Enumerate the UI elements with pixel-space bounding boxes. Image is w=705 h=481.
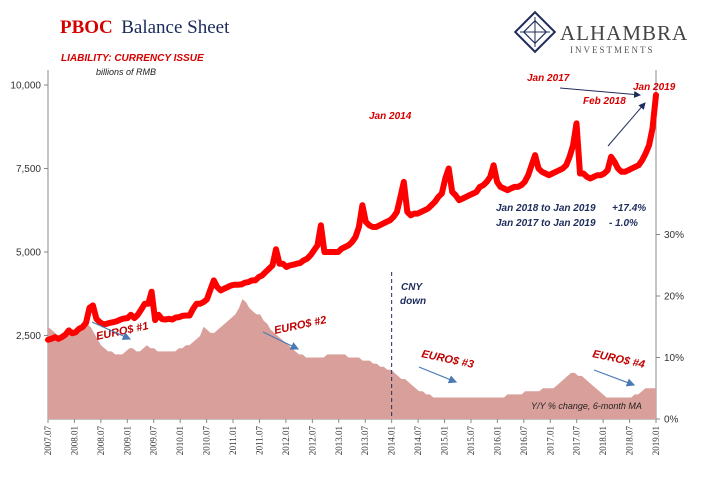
- y-right-tick-label: 30%: [664, 230, 684, 241]
- label-euro-2: EURO$ #2: [273, 314, 328, 337]
- area-series-label: Y/Y % change, 6-month MA: [531, 401, 642, 411]
- units-label: billions of RMB: [96, 67, 156, 77]
- arrow-euro-1: [91, 321, 132, 340]
- yoy-line-1-value: +17.4%: [612, 203, 646, 214]
- label-feb-2018: Feb 2018: [583, 96, 626, 107]
- yoy-line-2-value: - 1.0%: [609, 218, 638, 229]
- x-tick-label: 2008.07: [96, 426, 106, 456]
- x-tick-label: 2010.07: [202, 426, 212, 456]
- arrow-euro-4: [593, 369, 636, 387]
- logo-diamond-icon: [513, 10, 557, 54]
- yoy-area: [48, 299, 656, 419]
- alhambra-logo: ALHAMBRA INVESTMENTS: [513, 10, 688, 55]
- y-right-tick-label: 0%: [664, 415, 679, 426]
- x-tick-label: 2008.01: [69, 426, 79, 455]
- x-tick-label: 2010.01: [175, 426, 185, 455]
- label-euro-3: EURO$ #3: [420, 348, 475, 371]
- y-axis-right: 0% 10% 20% 30%: [656, 230, 684, 426]
- x-tick-label: 2012.07: [307, 426, 317, 456]
- x-axis: 2007.07 2008.01 2008.07 2009.01 2009.07 2010.…: [43, 419, 661, 455]
- label-euro-4: EURO$ #4: [591, 348, 646, 371]
- x-tick-label: 2009.01: [122, 426, 132, 455]
- x-tick-label: 2015.01: [440, 426, 450, 455]
- yoy-line-1-label: Jan 2018 to Jan 2019: [496, 203, 596, 214]
- y-axis-left: 2,500 5,000 7,500 10,000: [10, 81, 48, 342]
- yoy-line-2-label: Jan 2017 to Jan 2019: [496, 218, 596, 229]
- x-tick-label: 2019.01: [651, 426, 661, 455]
- x-tick-label: 2018.07: [625, 426, 635, 456]
- y-left-tick-label: 10,000: [10, 81, 41, 92]
- logo-sub: INVESTMENTS: [570, 45, 655, 55]
- cny-label-2: down: [400, 296, 426, 307]
- x-tick-label: 2016.07: [519, 426, 529, 456]
- x-tick-label: 2017.07: [572, 426, 582, 456]
- x-tick-label: 2013.07: [360, 426, 370, 456]
- x-tick-label: 2011.07: [254, 426, 264, 455]
- x-tick-label: 2017.01: [545, 426, 555, 455]
- x-tick-label: 2007.07: [43, 426, 53, 456]
- x-tick-label: 2011.01: [228, 426, 238, 455]
- cny-label-1: CNY: [401, 282, 423, 293]
- label-jan-2017: Jan 2017: [527, 73, 570, 84]
- x-tick-label: 2018.01: [598, 426, 608, 455]
- label-jan-2014: Jan 2014: [369, 111, 412, 122]
- currency-issue-line: [45, 92, 659, 343]
- arrow-jan2017-to-jan2019: [559, 87, 641, 98]
- arrow-euro-2: [262, 331, 300, 350]
- x-tick-label: 2013.01: [334, 426, 344, 455]
- arrow-feb2018-to-jan2019: [607, 102, 646, 147]
- x-tick-label: 2009.07: [149, 426, 159, 456]
- y-left-tick-label: 7,500: [16, 164, 41, 175]
- x-tick-label: 2015.07: [466, 426, 476, 456]
- y-right-tick-label: 10%: [664, 353, 684, 364]
- x-tick-label: 2014.07: [413, 426, 423, 456]
- x-tick-label: 2014.01: [387, 426, 397, 455]
- y-right-tick-label: 20%: [664, 292, 684, 303]
- x-tick-label: 2016.01: [492, 426, 502, 455]
- y-left-tick-label: 2,500: [16, 331, 41, 342]
- label-jan-2019: Jan 2019: [633, 82, 676, 93]
- chart-title: PBOC Balance Sheet: [60, 17, 230, 38]
- series-label: LIABILITY: CURRENCY ISSUE: [61, 53, 204, 64]
- logo-name: ALHAMBRA: [560, 21, 688, 45]
- y-left-tick-label: 5,000: [16, 248, 41, 259]
- chart-title-part1: PBOC: [60, 17, 113, 38]
- chart-title-part2: Balance Sheet: [121, 17, 230, 38]
- arrow-euro-3: [418, 366, 458, 384]
- x-tick-label: 2012.01: [281, 426, 291, 455]
